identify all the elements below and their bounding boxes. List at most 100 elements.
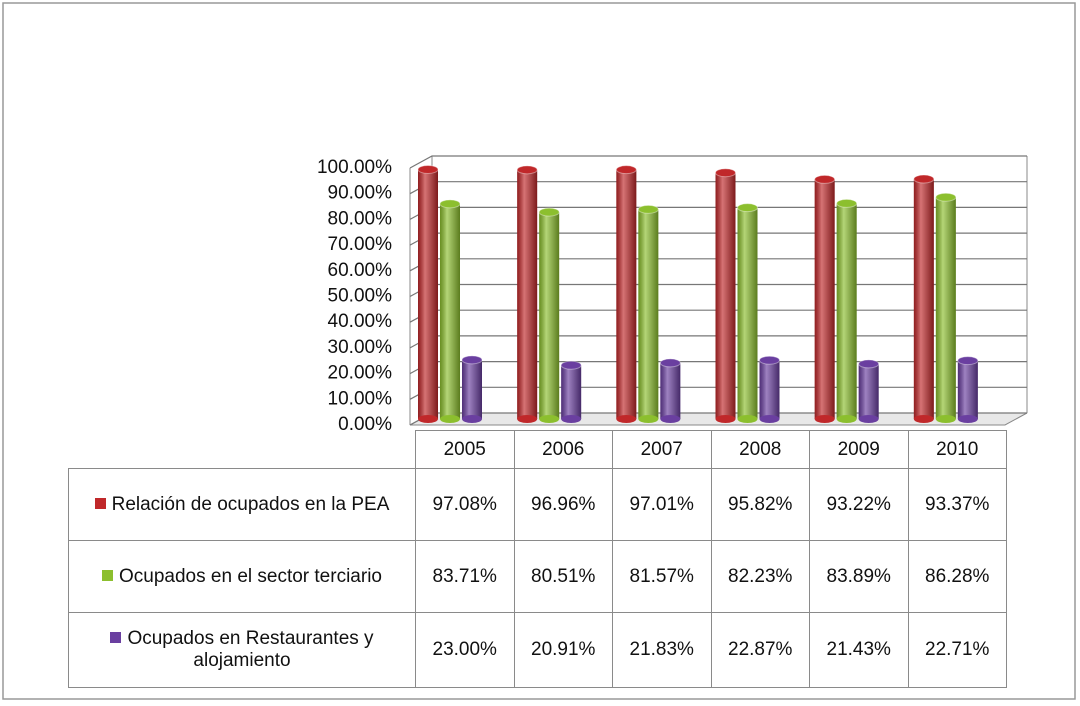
bar-base	[913, 415, 934, 423]
bar-base	[935, 415, 956, 423]
bar-base	[957, 415, 978, 423]
bar-shading	[814, 179, 835, 419]
bar-top	[935, 192, 957, 202]
bar-shading	[517, 169, 538, 419]
bar	[417, 165, 439, 423]
bar-shading	[660, 362, 681, 419]
bar-base	[814, 415, 835, 423]
bar-top	[836, 198, 858, 208]
bar-shading	[561, 365, 582, 419]
bar-base	[440, 415, 460, 423]
bar-base	[737, 415, 758, 423]
bar-shading	[957, 360, 978, 419]
grid-line	[409, 155, 1027, 169]
data-label: 21.43%	[809, 612, 909, 688]
bar-shading	[616, 169, 637, 419]
bar-top	[715, 168, 736, 178]
legend-entry: Ocupados en el sector terciario	[102, 566, 382, 588]
data-label: 93.22%	[809, 468, 909, 541]
plot-area: 0.00% 10.00% 20.00% 30.00% 40.00% 50.00% 60.00…	[317, 155, 1028, 435]
legend-entry: Relación de ocupados en la PEA	[94, 493, 390, 516]
data-label: 93.37%	[907, 468, 1007, 541]
bar	[715, 168, 736, 423]
bar-shading	[715, 172, 736, 419]
bar	[615, 165, 637, 423]
bar-shading	[418, 169, 438, 419]
legend-key	[102, 569, 114, 581]
x-tick-label: 2009	[809, 430, 909, 469]
x-tick-label: 2006	[513, 430, 613, 469]
bar-top	[814, 174, 836, 184]
data-label: 83.89%	[809, 540, 909, 613]
bar-shading	[539, 212, 560, 419]
data-label: 96.96%	[513, 468, 613, 541]
data-label: 81.57%	[612, 540, 712, 613]
row-header: Ocupados en el sector terciario	[68, 540, 416, 613]
bar	[759, 355, 780, 423]
bar-top	[858, 359, 880, 369]
bar-base	[517, 415, 538, 423]
bar-top	[516, 165, 538, 175]
bar-base	[616, 415, 637, 423]
x-tick-label: 2010	[907, 430, 1007, 469]
bar-top	[417, 165, 439, 175]
bar-base	[836, 415, 857, 423]
y-tick-label: 60.00%	[328, 260, 393, 281]
x-tick-label: 2007	[612, 430, 712, 469]
bar-base	[539, 415, 560, 423]
legend-entry: Ocupados en Restaurantes y alojamiento	[77, 628, 407, 672]
bar-top	[957, 356, 979, 366]
bar-shading	[440, 203, 460, 419]
data-label: 97.01%	[612, 468, 712, 541]
series-name: Ocupados en Restaurantes y alojamiento	[127, 628, 374, 671]
bar-top	[538, 207, 560, 217]
bar-top	[560, 360, 582, 370]
legend-key	[110, 632, 122, 643]
bar	[461, 355, 483, 423]
bar-base	[638, 415, 659, 423]
bar-shading	[935, 197, 956, 419]
bar-top	[913, 174, 935, 184]
bar-base	[418, 415, 438, 423]
bar-top	[637, 204, 659, 214]
y-tick-label: 10.00%	[328, 388, 393, 409]
bar-shading	[836, 203, 857, 419]
data-label: 20.91%	[513, 612, 613, 688]
y-tick-label: 30.00%	[328, 337, 393, 358]
y-tick-label: 80.00%	[328, 208, 393, 229]
bar	[560, 360, 582, 423]
bar	[538, 207, 560, 423]
bar	[516, 165, 538, 423]
bar-base	[660, 415, 681, 423]
series-name: Relación de ocupados en la PEA	[111, 493, 390, 515]
bar	[836, 198, 858, 423]
y-tick-label: 90.00%	[328, 183, 393, 204]
bar-top	[461, 355, 483, 365]
data-label: 86.28%	[907, 540, 1007, 613]
bar-shading	[858, 363, 879, 419]
data-label: 83.71%	[415, 540, 515, 613]
bar	[659, 358, 681, 423]
y-tick-label: 0.00%	[338, 414, 392, 435]
bar-shading	[759, 360, 780, 419]
bar-shading	[638, 209, 659, 419]
data-label: 22.71%	[907, 612, 1007, 688]
bar	[737, 203, 758, 423]
data-label: 82.23%	[710, 540, 810, 613]
legend-key	[94, 497, 106, 509]
x-tick-label: 2008	[710, 430, 810, 469]
bar	[935, 192, 957, 423]
bar-shading	[462, 359, 482, 419]
bar-top	[659, 358, 681, 368]
bar-top	[615, 165, 637, 175]
y-tick-label: 70.00%	[328, 234, 393, 255]
bar-top	[759, 355, 780, 365]
bar	[913, 174, 935, 423]
data-label: 80.51%	[513, 540, 613, 613]
bar-top	[737, 203, 758, 213]
bar	[957, 356, 979, 423]
bar	[637, 204, 659, 423]
y-tick-label: 40.00%	[328, 311, 393, 332]
